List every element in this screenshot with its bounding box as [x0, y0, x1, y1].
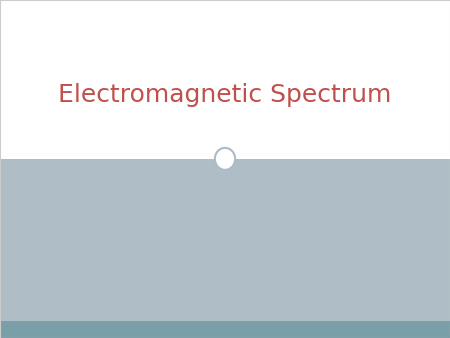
Bar: [0, 159, 450, 321]
Bar: [0, 321, 450, 338]
Ellipse shape: [215, 148, 235, 170]
Bar: [0, 0, 450, 159]
Text: Electromagnetic Spectrum: Electromagnetic Spectrum: [58, 82, 392, 107]
